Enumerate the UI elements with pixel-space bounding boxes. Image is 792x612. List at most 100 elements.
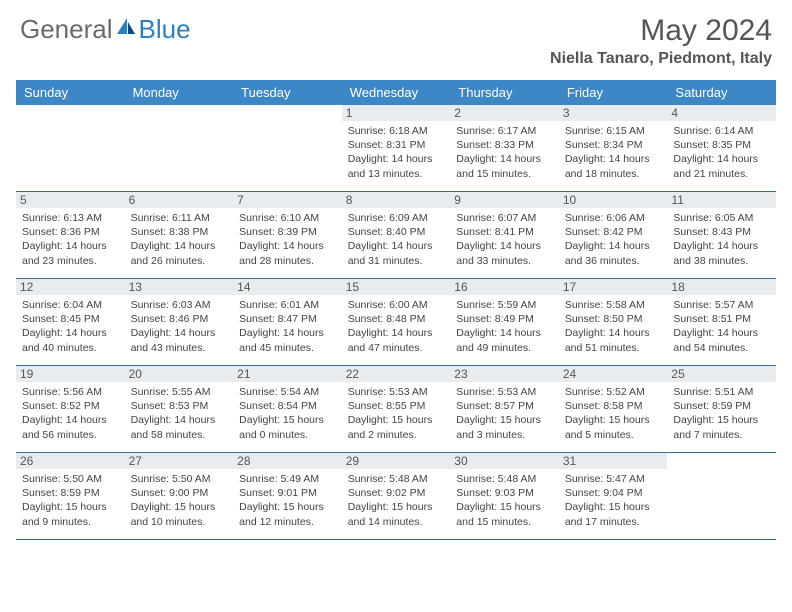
day-info: Sunrise: 6:18 AMSunset: 8:31 PMDaylight:… bbox=[348, 124, 445, 181]
day-number: 23 bbox=[450, 366, 559, 382]
day-cell: 5 Sunrise: 6:13 AMSunset: 8:36 PMDaylight… bbox=[16, 192, 125, 278]
weekday-tuesday: Tuesday bbox=[233, 80, 342, 105]
day-info: Sunrise: 6:13 AMSunset: 8:36 PMDaylight:… bbox=[22, 211, 119, 268]
day-cell: 18 Sunrise: 5:57 AMSunset: 8:51 PMDayligh… bbox=[667, 279, 776, 365]
day-cell: 9Sunrise: 6:07 AMSunset: 8:41 PMDaylight… bbox=[450, 192, 559, 278]
day-cell: 11Sunrise: 6:05 AMSunset: 8:43 PMDayligh… bbox=[667, 192, 776, 278]
day-number: 26 bbox=[16, 453, 125, 469]
weekday-thursday: Thursday bbox=[450, 80, 559, 105]
weekday-saturday: Saturday bbox=[667, 80, 776, 105]
day-info: Sunrise: 5:47 AMSunset: 9:04 PMDaylight:… bbox=[565, 472, 662, 529]
day-info: Sunrise: 5:49 AMSunset: 9:01 PMDaylight:… bbox=[239, 472, 336, 529]
day-info: Sunrise: 6:03 AMSunset: 8:46 PMDaylight:… bbox=[131, 298, 228, 355]
brand-part2: Blue bbox=[139, 14, 191, 45]
day-info: Sunrise: 6:01 AMSunset: 8:47 PMDaylight:… bbox=[239, 298, 336, 355]
day-number: 7 bbox=[233, 192, 342, 208]
day-cell: 2 Sunrise: 6:17 AMSunset: 8:33 PMDaylight… bbox=[450, 105, 559, 191]
week-row: 12Sunrise: 6:04 AMSunset: 8:45 PMDayligh… bbox=[16, 279, 776, 366]
day-number: 16 bbox=[450, 279, 559, 295]
day-info: Sunrise: 5:53 AMSunset: 8:57 PMDaylight:… bbox=[456, 385, 553, 442]
day-cell: 27 Sunrise: 5:50 AMSunset: 9:00 PMDayligh… bbox=[125, 453, 234, 539]
day-cell: 21 Sunrise: 5:54 AMSunset: 8:54 PMDayligh… bbox=[233, 366, 342, 452]
day-info: Sunrise: 6:09 AMSunset: 8:40 PMDaylight:… bbox=[348, 211, 445, 268]
week-row: 26 Sunrise: 5:50 AMSunset: 8:59 PMDayligh… bbox=[16, 453, 776, 540]
day-cell: 16 Sunrise: 5:59 AMSunset: 8:49 PMDayligh… bbox=[450, 279, 559, 365]
day-info: Sunrise: 5:48 AMSunset: 9:02 PMDaylight:… bbox=[348, 472, 445, 529]
day-cell: 13 Sunrise: 6:03 AMSunset: 8:46 PMDayligh… bbox=[125, 279, 234, 365]
day-cell: 14 Sunrise: 6:01 AMSunset: 8:47 PMDayligh… bbox=[233, 279, 342, 365]
day-number: 25 bbox=[667, 366, 776, 382]
day-cell: 1 Sunrise: 6:18 AMSunset: 8:31 PMDaylight… bbox=[342, 105, 451, 191]
day-number: 22 bbox=[342, 366, 451, 382]
day-number: 1 bbox=[342, 105, 451, 121]
day-info: Sunrise: 5:51 AMSunset: 8:59 PMDaylight:… bbox=[673, 385, 770, 442]
week-row: 19 Sunrise: 5:56 AMSunset: 8:52 PMDayligh… bbox=[16, 366, 776, 453]
day-info: Sunrise: 5:56 AMSunset: 8:52 PMDaylight:… bbox=[22, 385, 119, 442]
brand-part1: General bbox=[20, 14, 113, 45]
day-cell: 25 Sunrise: 5:51 AMSunset: 8:59 PMDayligh… bbox=[667, 366, 776, 452]
day-info: Sunrise: 5:57 AMSunset: 8:51 PMDaylight:… bbox=[673, 298, 770, 355]
day-cell: 24 Sunrise: 5:52 AMSunset: 8:58 PMDayligh… bbox=[559, 366, 668, 452]
day-info: Sunrise: 6:00 AMSunset: 8:48 PMDaylight:… bbox=[348, 298, 445, 355]
weekday-monday: Monday bbox=[125, 80, 234, 105]
day-info: Sunrise: 6:06 AMSunset: 8:42 PMDaylight:… bbox=[565, 211, 662, 268]
brand-logo: General Blue bbox=[20, 14, 191, 45]
day-cell: 8 Sunrise: 6:09 AMSunset: 8:40 PMDaylight… bbox=[342, 192, 451, 278]
day-cell: 22 Sunrise: 5:53 AMSunset: 8:55 PMDayligh… bbox=[342, 366, 451, 452]
day-number: 29 bbox=[342, 453, 451, 469]
day-number: 14 bbox=[233, 279, 342, 295]
day-number: 13 bbox=[125, 279, 234, 295]
day-number: 5 bbox=[16, 192, 125, 208]
day-number: 2 bbox=[450, 105, 559, 121]
day-info: Sunrise: 6:17 AMSunset: 8:33 PMDaylight:… bbox=[456, 124, 553, 181]
calendar: SundayMondayTuesdayWednesdayThursdayFrid… bbox=[0, 80, 792, 540]
empty-cell bbox=[16, 105, 125, 191]
empty-cell bbox=[667, 453, 776, 539]
day-info: Sunrise: 6:14 AMSunset: 8:35 PMDaylight:… bbox=[673, 124, 770, 181]
day-number: 3 bbox=[559, 105, 668, 121]
sail-icon bbox=[115, 14, 137, 45]
day-info: Sunrise: 5:59 AMSunset: 8:49 PMDaylight:… bbox=[456, 298, 553, 355]
day-number: 8 bbox=[342, 192, 451, 208]
weekday-header: SundayMondayTuesdayWednesdayThursdayFrid… bbox=[16, 80, 776, 105]
day-number: 31 bbox=[559, 453, 668, 469]
day-number: 10 bbox=[559, 192, 668, 208]
day-number: 17 bbox=[559, 279, 668, 295]
day-cell: 29 Sunrise: 5:48 AMSunset: 9:02 PMDayligh… bbox=[342, 453, 451, 539]
day-cell: 7 Sunrise: 6:10 AMSunset: 8:39 PMDaylight… bbox=[233, 192, 342, 278]
day-number: 18 bbox=[667, 279, 776, 295]
day-cell: 30 Sunrise: 5:48 AMSunset: 9:03 PMDayligh… bbox=[450, 453, 559, 539]
day-number: 24 bbox=[559, 366, 668, 382]
day-cell: 3 Sunrise: 6:15 AMSunset: 8:34 PMDaylight… bbox=[559, 105, 668, 191]
day-info: Sunrise: 5:50 AMSunset: 9:00 PMDaylight:… bbox=[131, 472, 228, 529]
location: Niella Tanaro, Piedmont, Italy bbox=[550, 50, 772, 68]
week-row: 1 Sunrise: 6:18 AMSunset: 8:31 PMDaylight… bbox=[16, 105, 776, 192]
day-cell: 23 Sunrise: 5:53 AMSunset: 8:57 PMDayligh… bbox=[450, 366, 559, 452]
empty-cell bbox=[233, 105, 342, 191]
day-number: 30 bbox=[450, 453, 559, 469]
day-info: Sunrise: 5:48 AMSunset: 9:03 PMDaylight:… bbox=[456, 472, 553, 529]
day-info: Sunrise: 5:54 AMSunset: 8:54 PMDaylight:… bbox=[239, 385, 336, 442]
day-cell: 17 Sunrise: 5:58 AMSunset: 8:50 PMDayligh… bbox=[559, 279, 668, 365]
day-info: Sunrise: 5:58 AMSunset: 8:50 PMDaylight:… bbox=[565, 298, 662, 355]
day-number: 15 bbox=[342, 279, 451, 295]
day-number: 21 bbox=[233, 366, 342, 382]
day-info: Sunrise: 5:52 AMSunset: 8:58 PMDaylight:… bbox=[565, 385, 662, 442]
day-info: Sunrise: 5:53 AMSunset: 8:55 PMDaylight:… bbox=[348, 385, 445, 442]
day-number: 20 bbox=[125, 366, 234, 382]
day-info: Sunrise: 5:50 AMSunset: 8:59 PMDaylight:… bbox=[22, 472, 119, 529]
weekday-friday: Friday bbox=[559, 80, 668, 105]
day-info: Sunrise: 6:10 AMSunset: 8:39 PMDaylight:… bbox=[239, 211, 336, 268]
day-cell: 4Sunrise: 6:14 AMSunset: 8:35 PMDaylight… bbox=[667, 105, 776, 191]
month-title: May 2024 bbox=[550, 14, 772, 48]
day-cell: 15 Sunrise: 6:00 AMSunset: 8:48 PMDayligh… bbox=[342, 279, 451, 365]
day-cell: 10 Sunrise: 6:06 AMSunset: 8:42 PMDayligh… bbox=[559, 192, 668, 278]
day-cell: 12Sunrise: 6:04 AMSunset: 8:45 PMDayligh… bbox=[16, 279, 125, 365]
day-cell: 28Sunrise: 5:49 AMSunset: 9:01 PMDayligh… bbox=[233, 453, 342, 539]
weekday-wednesday: Wednesday bbox=[342, 80, 451, 105]
day-number: 27 bbox=[125, 453, 234, 469]
day-info: Sunrise: 6:15 AMSunset: 8:34 PMDaylight:… bbox=[565, 124, 662, 181]
day-number: 19 bbox=[16, 366, 125, 382]
day-cell: 19 Sunrise: 5:56 AMSunset: 8:52 PMDayligh… bbox=[16, 366, 125, 452]
day-number: 9 bbox=[450, 192, 559, 208]
